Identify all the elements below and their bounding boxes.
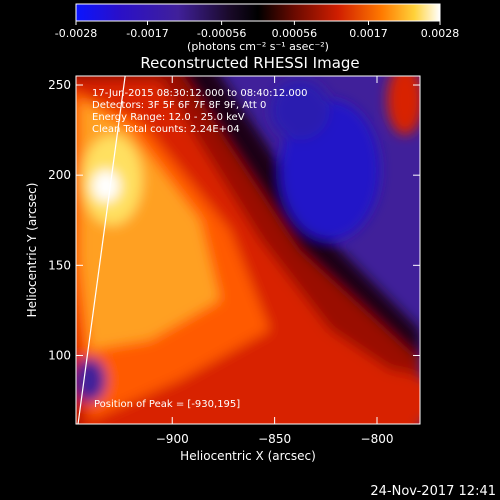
x-tick-label: −850 (258, 432, 291, 446)
colorbar-unit-label: (photons cm⁻² s⁻¹ asec⁻²) (187, 40, 329, 53)
colorbar-tick-label: -0.0017 (126, 27, 168, 40)
y-tick-label: 250 (48, 78, 71, 92)
y-axis-label: Heliocentric Y (arcsec) (25, 183, 39, 318)
y-tick-label: 150 (48, 258, 71, 272)
colorbar (75, 3, 441, 22)
solar-limb-line (77, 76, 126, 424)
x-axis-ticks: −900 −850 −800 (156, 76, 394, 446)
colorbar-tick-label: 0.0017 (349, 27, 388, 40)
chart-title: Reconstructed RHESSI Image (140, 54, 359, 72)
annotation-time-range: 17-Jun-2015 08:30:12.000 to 08:40:12.000 (92, 88, 308, 99)
colorbar-tick-label: -0.0028 (55, 27, 97, 40)
y-tick-label: 200 (48, 168, 71, 182)
colorbar-ticks: -0.0028 -0.0017 -0.00056 0.00056 0.0017 0.002… (55, 21, 459, 40)
x-axis-label: Heliocentric X (arcsec) (180, 449, 316, 463)
heatmap-image (76, 76, 420, 424)
y-axis-ticks: 100 150 200 250 (48, 78, 420, 362)
x-tick-label: −800 (361, 432, 394, 446)
colorbar-tick-label: 0.0028 (421, 27, 460, 40)
annotation-block: 17-Jun-2015 08:30:12.000 to 08:40:12.000… (92, 88, 308, 135)
plot-frame (75, 75, 421, 425)
annotation-energy-range: Energy Range: 12.0 - 25.0 keV (92, 112, 245, 123)
annotation-detectors: Detectors: 3F 5F 6F 7F 8F 9F, Att 0 (92, 100, 266, 111)
x-tick-label: −900 (156, 432, 189, 446)
y-tick-label: 100 (48, 348, 71, 362)
annotation-method-counts: Clean Total counts: 2.24E+04 (92, 124, 240, 135)
colorbar-tick-label: 0.00056 (272, 27, 318, 40)
footer-timestamp: 24-Nov-2017 12:41 (370, 484, 496, 499)
colorbar-tick-label: -0.00056 (197, 27, 246, 40)
peak-position-label: Position of Peak = [-930,195] (94, 399, 240, 410)
